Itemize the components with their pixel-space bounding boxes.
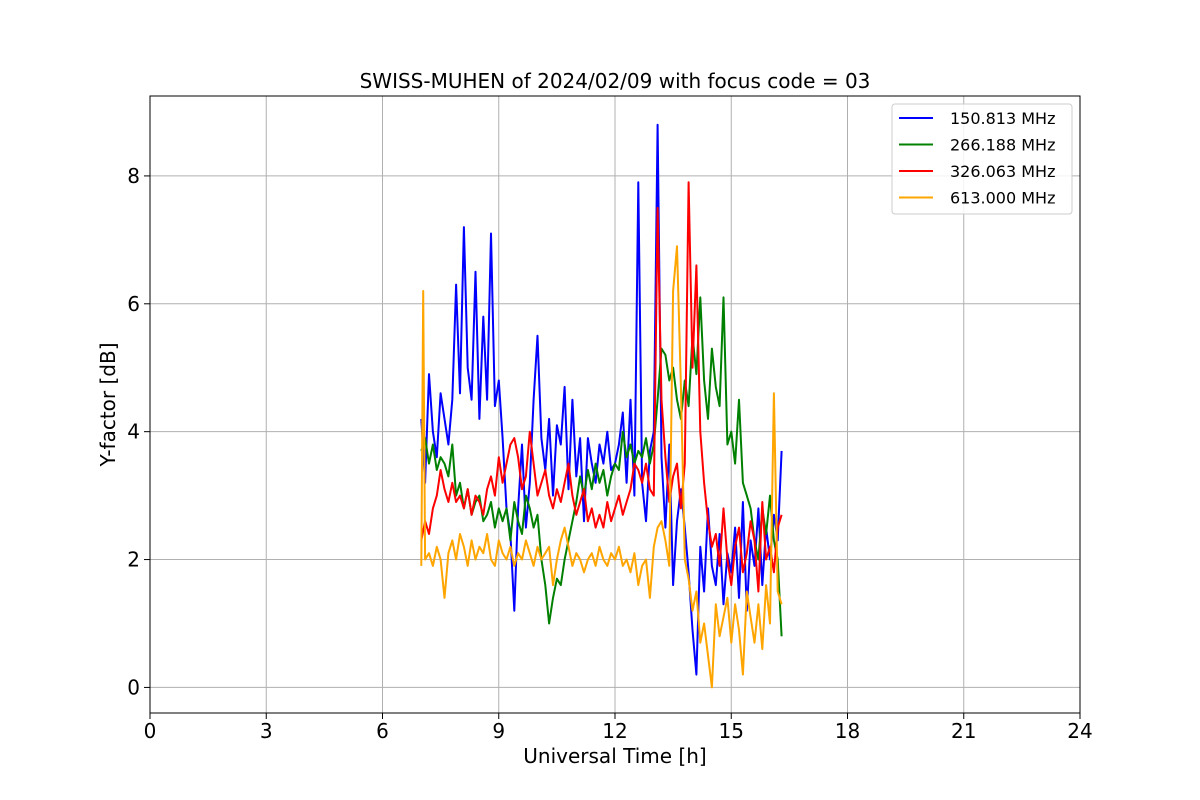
x-tick-label: 6 [376,719,389,743]
legend-label: 266.188 MHz [950,136,1055,155]
y-axis-label: Y-factor [dB] [96,342,120,467]
x-tick-label: 3 [260,719,273,743]
series-line-150-813-mhz [420,123,783,676]
y-tick-label: 0 [127,675,140,699]
x-tick-label: 21 [951,719,976,743]
y-tick-label: 4 [127,420,140,444]
legend-label: 326.063 MHz [950,162,1055,181]
legend-label: 150.813 MHz [950,109,1055,128]
x-tick-label: 9 [492,719,505,743]
x-tick-label: 18 [835,719,860,743]
series-layer [420,123,783,689]
legend-label: 613.000 MHz [950,189,1055,208]
legend: 150.813 MHz 266.188 MHz 326.063 MHz 613.000… [891,103,1073,215]
series-line-326-063-mhz [420,181,783,593]
x-axis-label: Universal Time [h] [523,744,706,768]
x-tick-label: 0 [144,719,157,743]
x-tick-label: 24 [1067,719,1092,743]
series-line-613-000-mhz [420,245,783,689]
y-tick-label: 6 [127,292,140,316]
y-tick-label: 8 [127,164,140,188]
y-tick-label: 2 [127,548,140,572]
x-tick-label: 15 [719,719,744,743]
legend-box [891,103,1073,215]
x-tick-label: 12 [602,719,627,743]
chart-title: SWISS-MUHEN of 2024/02/09 with focus cod… [360,69,871,93]
